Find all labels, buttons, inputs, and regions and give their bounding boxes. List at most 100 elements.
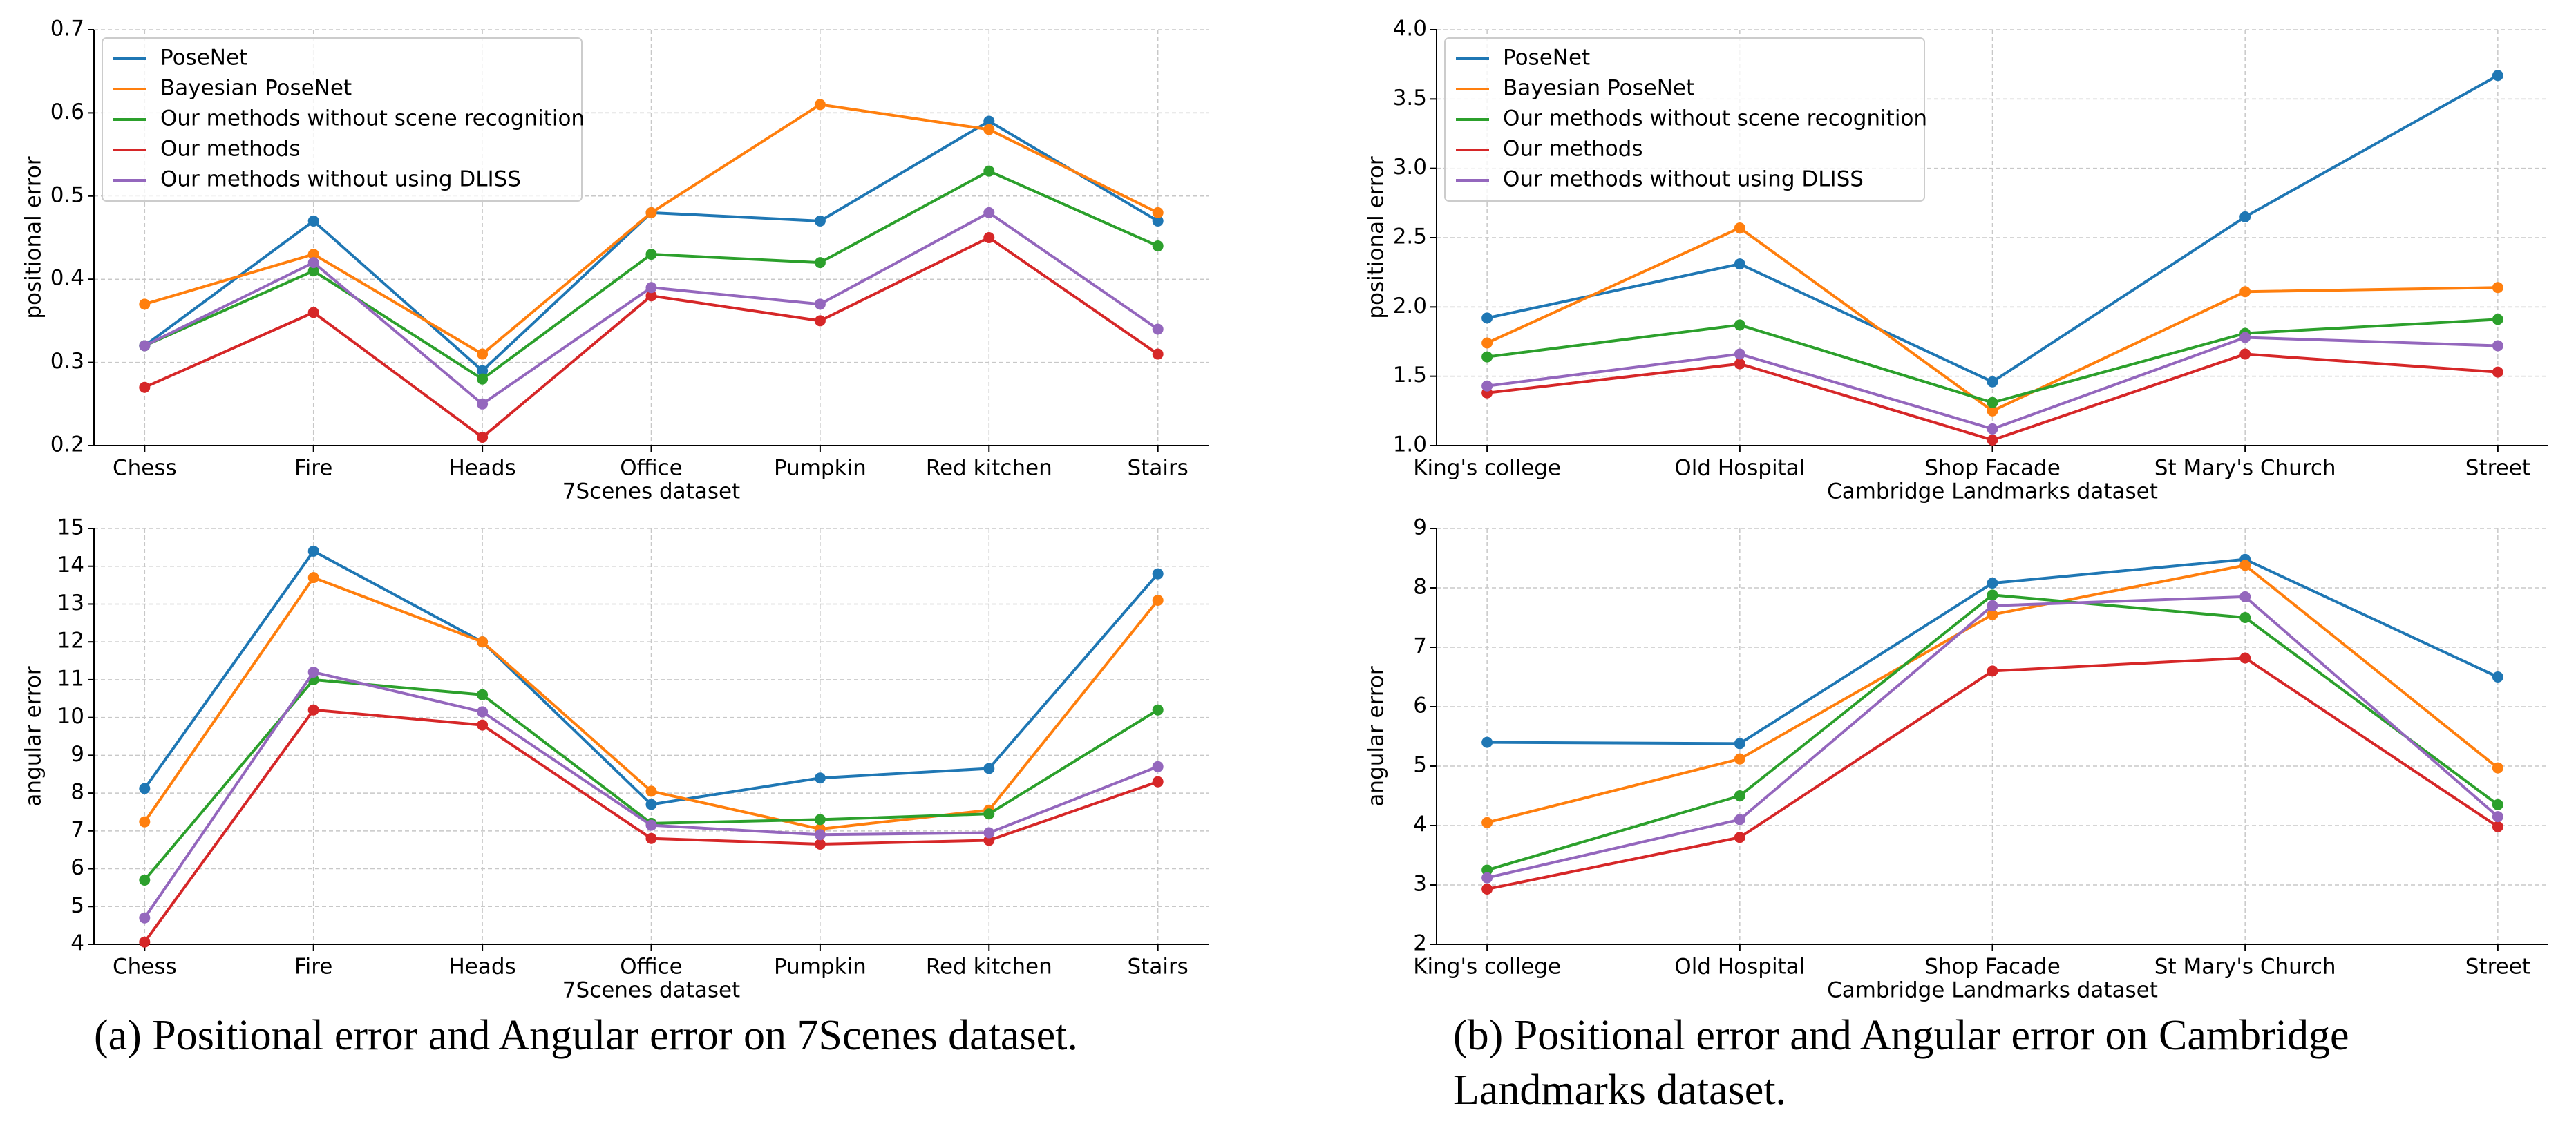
legend-box <box>102 37 583 202</box>
y-tick-label: 2.5 <box>1393 225 1427 249</box>
data-point <box>1734 814 1745 826</box>
data-point <box>2492 70 2503 82</box>
data-point <box>1987 609 1998 620</box>
data-point <box>1734 348 1745 360</box>
data-point <box>1481 337 1493 349</box>
data-point <box>1481 872 1493 884</box>
x-tick-label: King's college <box>1413 955 1561 980</box>
data-point <box>1987 423 1998 435</box>
data-point <box>139 298 151 310</box>
y-tick-label: 3.5 <box>1393 86 1427 111</box>
x-tick-label: Street <box>2465 456 2530 481</box>
y-tick-label: 8 <box>1413 575 1427 600</box>
legend-label: Bayesian PoseNet <box>160 76 352 101</box>
data-point <box>1734 258 1745 270</box>
y-tick-label: 5 <box>70 893 84 918</box>
data-point <box>477 431 489 443</box>
data-point <box>2492 340 2503 352</box>
x-axis-label: 7Scenes dataset <box>562 978 740 1003</box>
x-tick-label: Office <box>620 456 683 481</box>
x-tick-label: St Mary's Church <box>2154 456 2336 481</box>
data-point <box>1152 348 1164 360</box>
data-point <box>645 249 657 260</box>
data-point <box>307 215 319 227</box>
data-point <box>814 298 826 310</box>
data-point <box>2239 612 2251 623</box>
y-tick-label: 3 <box>1413 872 1427 897</box>
data-point <box>814 99 826 111</box>
data-point <box>1481 736 1493 748</box>
y-tick-label: 4 <box>70 931 84 956</box>
legend-label: PoseNet <box>160 46 247 70</box>
y-tick-label: 1.5 <box>1393 363 1427 388</box>
y-axis-label: positional error <box>21 156 46 319</box>
x-axis-label: 7Scenes dataset <box>562 479 740 504</box>
x-tick-label: Shop Facade <box>1924 955 2061 980</box>
data-point <box>983 124 995 135</box>
x-tick-label: Pumpkin <box>774 456 866 481</box>
legend-label: PoseNet <box>1503 46 1590 70</box>
data-point <box>2492 282 2503 294</box>
data-point <box>1987 397 1998 408</box>
data-point <box>139 874 151 886</box>
data-point <box>2492 314 2503 325</box>
data-point <box>983 207 995 218</box>
x-tick-label: Office <box>620 955 683 980</box>
y-tick-label: 0.5 <box>50 182 84 207</box>
data-point <box>645 785 657 797</box>
data-point <box>1481 864 1493 876</box>
data-point <box>477 398 489 410</box>
data-point <box>814 257 826 269</box>
y-tick-label: 1.0 <box>1393 432 1427 457</box>
x-tick-label: Fire <box>294 456 332 481</box>
y-tick-label: 2 <box>1413 931 1427 956</box>
charts: 0.2 0.3 0.4 0.5 0.6 0.7 Chess Fire Heads Office Pu… <box>21 17 2548 1003</box>
data-point <box>1987 376 1998 388</box>
data-point <box>983 232 995 243</box>
data-point <box>477 365 489 376</box>
data-point <box>645 819 657 831</box>
y-tick-label: 9 <box>1413 515 1427 540</box>
data-point <box>1152 761 1164 772</box>
data-point <box>1481 884 1493 895</box>
data-point <box>1152 704 1164 716</box>
y-axis-label: angular error <box>1364 666 1389 806</box>
data-point <box>477 719 489 731</box>
y-tick-label: 11 <box>57 666 84 691</box>
data-point <box>2492 671 2503 683</box>
legend-label: Our methods without using DLISS <box>1503 167 1864 192</box>
data-point <box>983 808 995 820</box>
data-point <box>477 348 489 360</box>
x-tick-label: Red kitchen <box>926 955 1052 980</box>
data-point <box>2239 211 2251 222</box>
data-point <box>1152 776 1164 788</box>
data-point <box>139 340 151 352</box>
y-tick-label: 4.0 <box>1393 17 1427 41</box>
data-point <box>2492 762 2503 774</box>
data-point <box>1734 358 1745 370</box>
y-tick-label: 7 <box>1413 634 1427 659</box>
x-tick-label: Heads <box>448 955 515 980</box>
data-point <box>2239 560 2251 571</box>
legend-label: Our methods without scene recognition <box>160 106 585 131</box>
y-tick-label: 13 <box>57 591 84 616</box>
data-point <box>2239 348 2251 360</box>
data-point <box>307 265 319 277</box>
data-point <box>477 636 489 648</box>
y-tick-label: 12 <box>57 629 84 653</box>
data-point <box>1734 222 1745 233</box>
data-point <box>2239 286 2251 298</box>
data-point <box>814 772 826 784</box>
y-tick-label: 15 <box>57 515 84 540</box>
legend-label: Our methods without using DLISS <box>160 167 521 192</box>
y-tick-label: 5 <box>1413 753 1427 778</box>
data-point <box>1734 790 1745 801</box>
x-tick-label: Fire <box>294 955 332 980</box>
data-point <box>1481 312 1493 324</box>
data-point <box>645 832 657 844</box>
y-tick-label: 6 <box>70 855 84 880</box>
legend-label: Our methods <box>1503 137 1643 162</box>
data-point <box>983 834 995 846</box>
x-tick-label: Old Hospital <box>1674 456 1805 481</box>
